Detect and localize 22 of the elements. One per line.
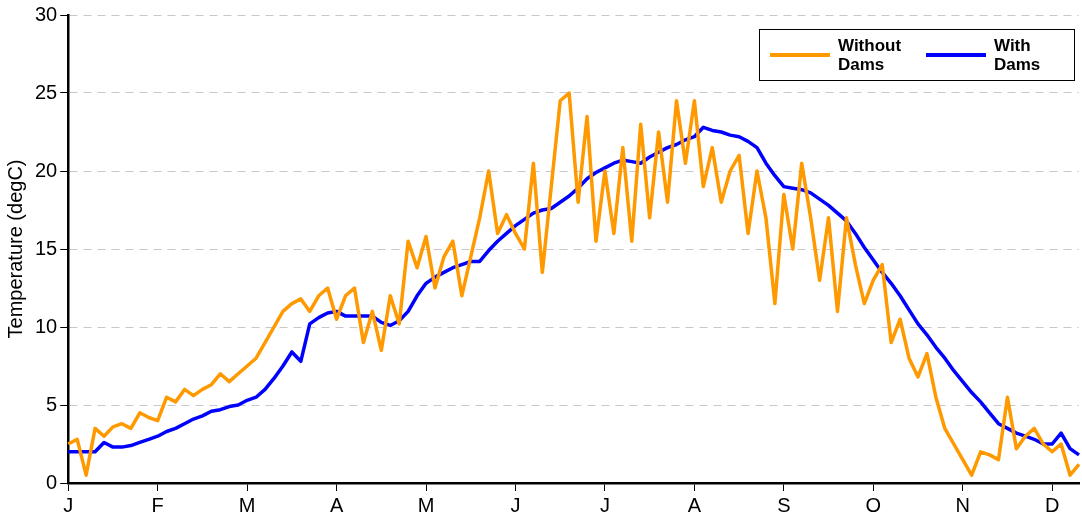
x-tick-label: M — [417, 493, 435, 516]
x-tick-label: N — [955, 493, 970, 516]
y-tick-label: 30 — [35, 2, 58, 25]
y-tick-label: 10 — [35, 314, 58, 337]
x-tick-label: D — [1044, 493, 1060, 516]
legend-label: With Dams — [994, 36, 1042, 74]
x-tick-label: J — [63, 493, 74, 516]
y-tick-label: 20 — [35, 158, 58, 181]
x-tick-label: S — [777, 493, 791, 516]
x-tick-label: J — [599, 493, 610, 516]
x-tick-label: A — [687, 493, 702, 516]
y-tick-label: 15 — [35, 236, 58, 259]
x-tick-label: F — [151, 493, 164, 516]
x-tick-label: M — [238, 493, 256, 516]
x-tick-label: O — [865, 493, 882, 516]
x-tick-label: J — [510, 493, 521, 516]
y-tick-label: 25 — [35, 80, 58, 103]
y-tick-label: 5 — [46, 392, 58, 415]
y-axis-title: Temperature (degC) — [3, 159, 26, 339]
y-tick-label: 0 — [46, 470, 58, 493]
x-tick-label: A — [329, 493, 344, 516]
legend-label: Without Dams — [838, 36, 903, 74]
